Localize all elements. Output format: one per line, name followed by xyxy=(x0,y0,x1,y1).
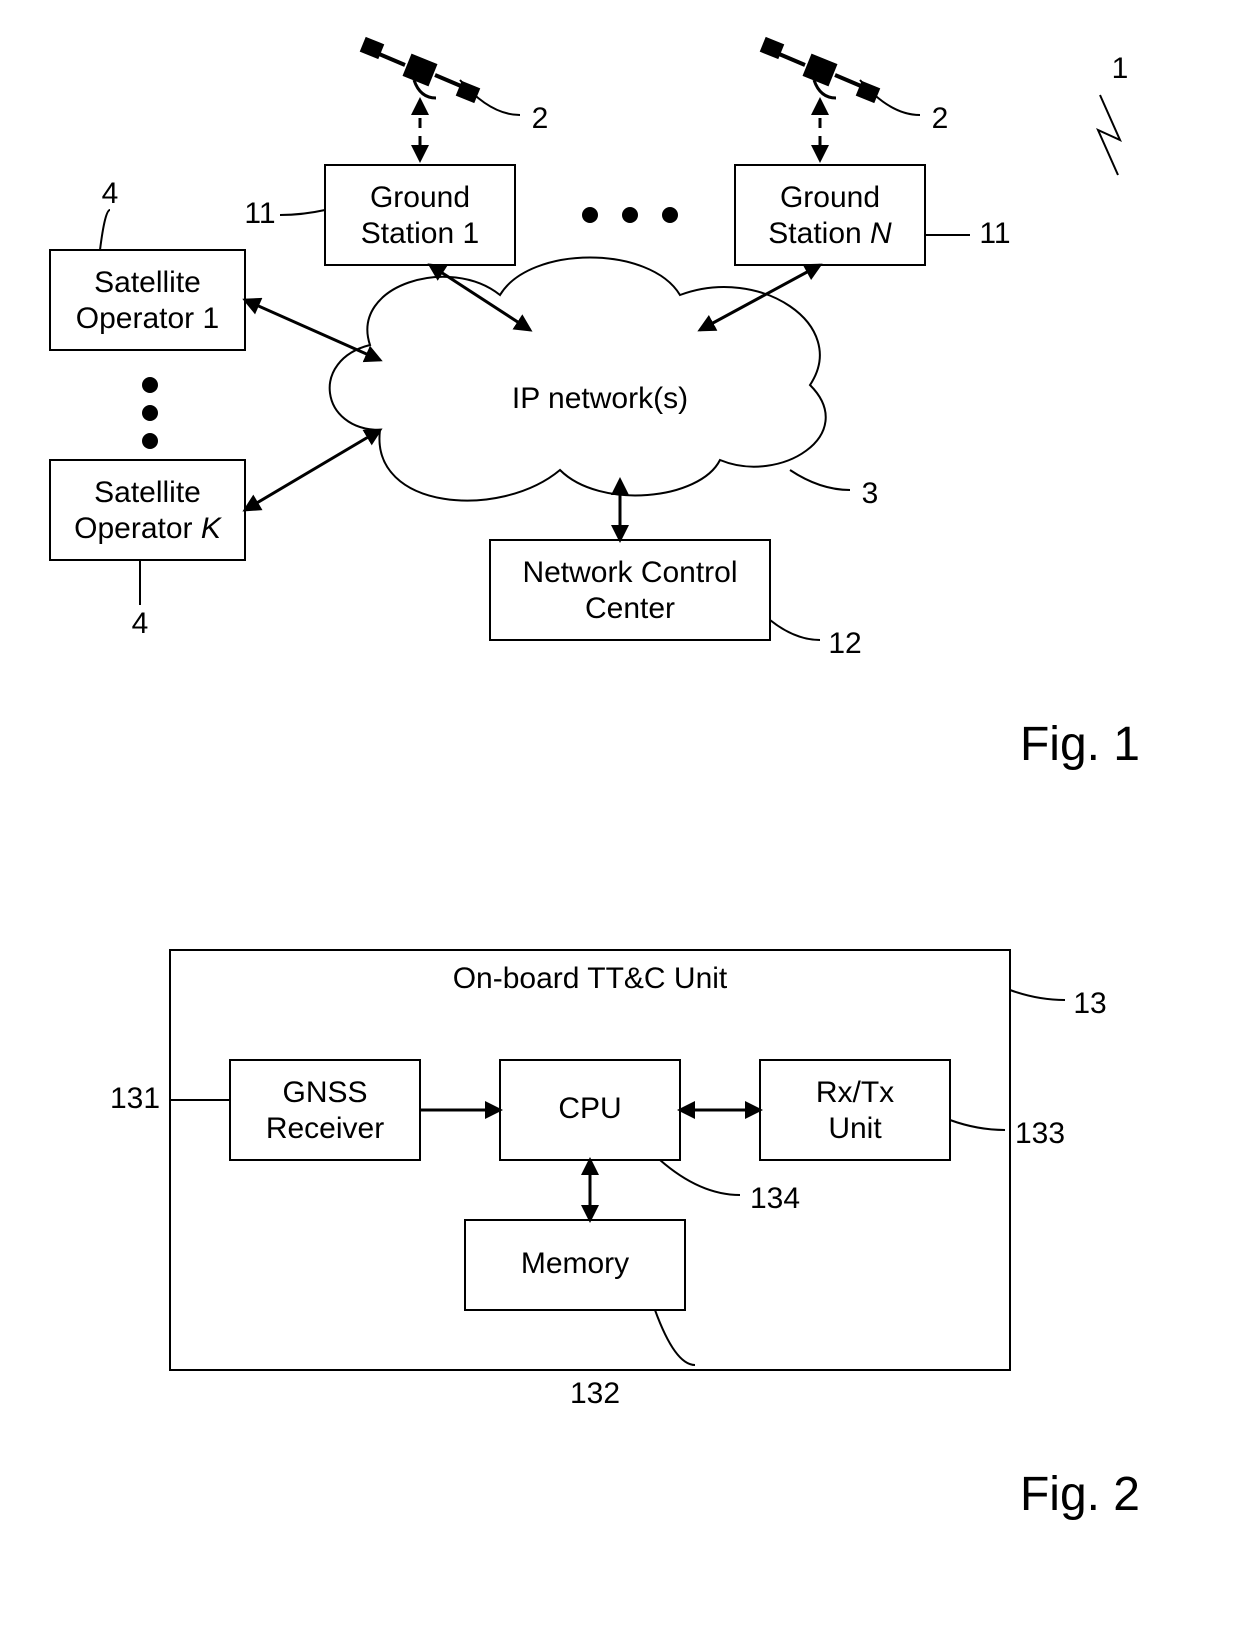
svg-text:Fig. 2: Fig. 2 xyxy=(1020,1468,1140,1521)
svg-text:Operator 1: Operator 1 xyxy=(76,302,219,335)
svg-text:Rx/Tx: Rx/Tx xyxy=(816,1076,894,1109)
svg-text:133: 133 xyxy=(1015,1117,1065,1150)
svg-text:On-board TT&C Unit: On-board TT&C Unit xyxy=(453,962,728,995)
svg-text:13: 13 xyxy=(1073,987,1106,1020)
svg-text:12: 12 xyxy=(828,627,861,660)
satellite-icon xyxy=(760,37,881,103)
svg-text:132: 132 xyxy=(570,1377,620,1410)
svg-text:Unit: Unit xyxy=(828,1112,882,1145)
diagram-canvas: GroundStation 1GroundStation NSatelliteO… xyxy=(0,0,1240,1651)
svg-text:11: 11 xyxy=(244,197,275,230)
svg-text:4: 4 xyxy=(102,177,119,210)
svg-text:Satellite: Satellite xyxy=(94,266,201,299)
svg-text:2: 2 xyxy=(932,102,949,135)
svg-text:1: 1 xyxy=(1112,52,1129,85)
svg-text:Fig. 1: Fig. 1 xyxy=(1020,718,1140,771)
satellite-icon xyxy=(360,37,481,103)
svg-text:11: 11 xyxy=(979,217,1010,250)
svg-text:GNSS: GNSS xyxy=(282,1076,367,1109)
svg-text:131: 131 xyxy=(110,1082,160,1115)
svg-text:Network Control: Network Control xyxy=(522,556,737,589)
svg-text:134: 134 xyxy=(750,1182,800,1215)
svg-text:Memory: Memory xyxy=(521,1247,629,1280)
svg-text:Center: Center xyxy=(585,592,675,625)
svg-text:Operator K: Operator K xyxy=(74,512,223,545)
svg-text:Ground: Ground xyxy=(780,181,880,214)
svg-text:2: 2 xyxy=(532,102,549,135)
ip-network-cloud xyxy=(330,258,826,501)
svg-text:IP network(s): IP network(s) xyxy=(512,382,688,415)
svg-text:Ground: Ground xyxy=(370,181,470,214)
svg-text:4: 4 xyxy=(132,607,149,640)
svg-text:Receiver: Receiver xyxy=(266,1112,384,1145)
svg-text:Satellite: Satellite xyxy=(94,476,201,509)
svg-text:3: 3 xyxy=(862,477,879,510)
svg-text:CPU: CPU xyxy=(558,1092,621,1125)
svg-text:Station N: Station N xyxy=(768,217,892,250)
svg-text:Station 1: Station 1 xyxy=(361,217,479,250)
